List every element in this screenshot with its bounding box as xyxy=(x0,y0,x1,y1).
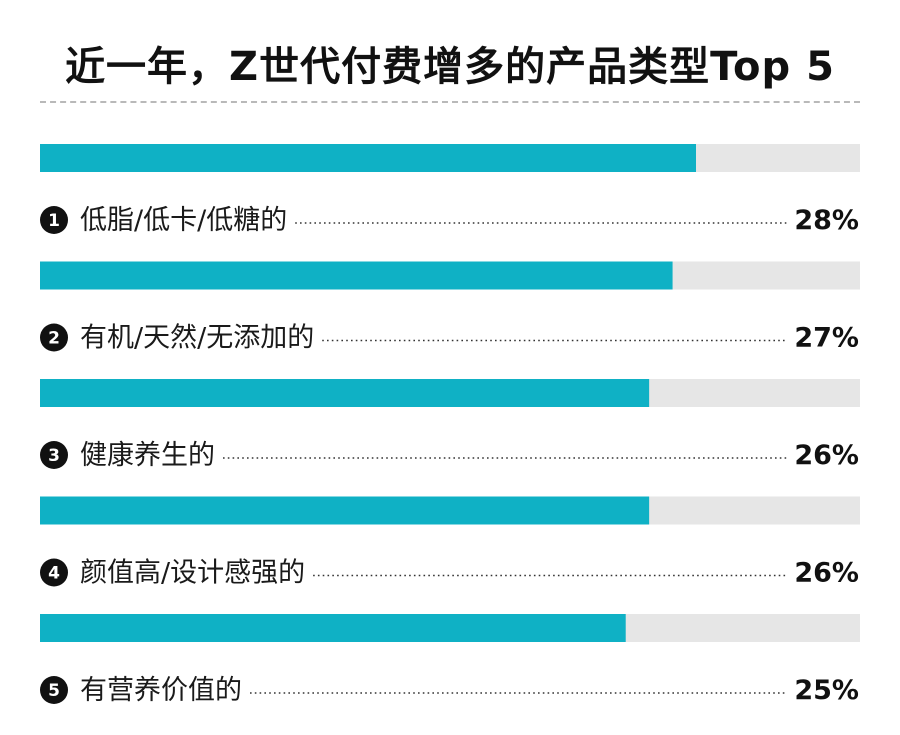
category-label: 低脂/低卡/低糖的 xyxy=(80,205,287,236)
rank-badge xyxy=(40,676,68,704)
category-label: 健康养生的 xyxy=(80,440,215,471)
value-label: 27% xyxy=(794,323,859,354)
rank-badge xyxy=(40,206,68,234)
rank-badge xyxy=(40,558,68,587)
rank-number: 5 xyxy=(48,681,60,701)
rank-badge xyxy=(40,323,68,352)
bar xyxy=(40,379,650,407)
bar xyxy=(40,496,650,525)
value-label: 26% xyxy=(794,558,859,589)
category-label: 有营养价值的 xyxy=(80,675,242,706)
bar xyxy=(40,614,626,642)
category-label: 颜值高/设计感强的 xyxy=(80,558,305,589)
rank-number: 3 xyxy=(48,446,60,466)
rank-number: 4 xyxy=(48,564,60,584)
value-label: 28% xyxy=(794,205,859,236)
chart-title: 近一年，Z世代付费增多的产品类型Top 5 xyxy=(65,44,835,90)
title-divider xyxy=(40,101,860,103)
category-label: 有机/天然/无添加的 xyxy=(80,323,314,354)
rank-number: 1 xyxy=(48,211,60,231)
value-label: 26% xyxy=(794,440,859,471)
rank-number: 2 xyxy=(48,329,60,349)
value-label: 25% xyxy=(794,675,859,706)
bar xyxy=(40,261,673,290)
rank-badge xyxy=(40,441,68,469)
bar xyxy=(40,144,696,172)
